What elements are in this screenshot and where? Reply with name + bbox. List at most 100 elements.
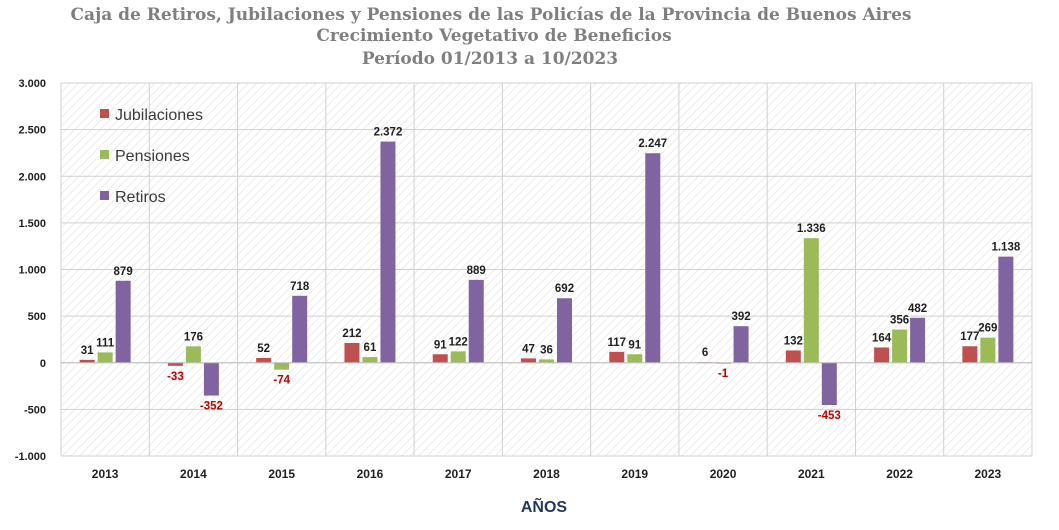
data-label-jubilaciones: 177 <box>960 331 979 343</box>
bar-retiros <box>645 153 661 363</box>
data-label-retiros: -352 <box>200 401 223 413</box>
y-axis-tick-labels: -1.000 -500 0 500 1.000 1.500 2.000 2.500 3.000 <box>15 78 46 463</box>
bar-jubilaciones <box>79 359 95 363</box>
bar-retiros <box>203 362 219 396</box>
data-label-retiros: 2.372 <box>374 127 403 139</box>
legend-label-retiros: Retiros <box>115 189 166 206</box>
bar-retiros <box>115 280 131 363</box>
data-label-pensiones: 61 <box>364 342 377 354</box>
bar-pensiones <box>185 346 201 363</box>
legend-label-pensiones: Pensiones <box>115 148 190 165</box>
data-label-pensiones: 111 <box>96 337 115 349</box>
data-label-retiros: 2.247 <box>638 138 667 150</box>
legend-swatch-retiros <box>100 191 109 200</box>
x-tick-label: 2019 <box>621 467 648 481</box>
data-label-jubilaciones: 132 <box>784 335 803 347</box>
data-label-pensiones: 36 <box>540 344 553 356</box>
data-label-retiros: 482 <box>908 303 927 315</box>
bar-retiros <box>910 317 926 363</box>
bar-jubilaciones <box>874 347 890 363</box>
x-tick-label: 2015 <box>268 467 295 481</box>
data-label-pensiones: -74 <box>273 375 290 387</box>
y-tick-label: 0 <box>40 358 46 370</box>
y-tick-label: 2.500 <box>18 125 46 137</box>
bar-retiros <box>733 326 749 363</box>
legend-swatch-pensiones <box>100 150 109 159</box>
x-tick-label: 2022 <box>886 467 913 481</box>
data-label-retiros: 392 <box>731 311 750 323</box>
y-tick-label: 1.500 <box>18 218 46 230</box>
x-axis-tick-labels: 2013 2014 2015 2016 2017 2018 2019 2020 2021 2022… <box>92 467 1002 481</box>
data-label-retiros: 718 <box>290 281 310 293</box>
bar-pensiones <box>274 362 290 370</box>
bar-pensiones <box>539 359 554 363</box>
data-label-pensiones: 122 <box>449 336 468 348</box>
chart-title-line-2: Crecimiento Vegetativo de Beneficios <box>316 26 671 46</box>
data-label-retiros: 692 <box>555 283 574 295</box>
data-label-pensiones: 269 <box>978 323 997 335</box>
bar-pensiones <box>892 329 908 363</box>
bar-jubilaciones <box>167 362 183 366</box>
y-tick-label: 2.000 <box>18 171 46 183</box>
y-tick-label: 3.000 <box>18 78 46 90</box>
data-label-jubilaciones: 164 <box>872 332 892 344</box>
x-tick-label: 2013 <box>92 467 119 481</box>
bar-pensiones <box>627 354 643 363</box>
bar-pensiones <box>362 357 378 363</box>
bar-retiros <box>998 256 1014 363</box>
bar-jubilaciones <box>432 354 448 363</box>
data-label-jubilaciones: 117 <box>607 337 626 349</box>
data-label-pensiones: 1.336 <box>797 223 826 235</box>
data-label-pensiones: 356 <box>890 315 909 327</box>
bar-retiros <box>380 141 396 363</box>
bar-jubilaciones <box>962 346 978 363</box>
x-tick-label: 2014 <box>180 467 207 481</box>
bar-pensiones <box>450 351 466 363</box>
bar-jubilaciones <box>256 357 272 363</box>
x-tick-label: 2020 <box>710 467 737 481</box>
data-label-pensiones: 91 <box>628 339 641 351</box>
bar-retiros <box>468 279 484 363</box>
bar-retiros <box>821 362 837 405</box>
y-tick-label: -500 <box>24 404 46 416</box>
y-tick-label: -1.000 <box>15 451 46 463</box>
bars <box>79 141 1014 405</box>
chart-title-line-1: Caja de Retiros, Jubilaciones y Pensione… <box>71 5 912 25</box>
bar-pensiones <box>97 352 113 363</box>
bar-jubilaciones <box>344 342 360 363</box>
x-tick-label: 2018 <box>533 467 560 481</box>
data-label-retiros: 1.138 <box>991 242 1020 254</box>
legend-label-jubilaciones: Jubilaciones <box>115 107 203 124</box>
data-label-jubilaciones: 212 <box>342 328 361 340</box>
data-label-jubilaciones: -33 <box>167 371 184 383</box>
bar-jubilaciones <box>521 358 536 363</box>
data-label-pensiones: -1 <box>718 368 729 380</box>
legend: Jubilaciones Pensiones Retiros <box>100 107 203 206</box>
data-label-jubilaciones: 52 <box>257 343 270 355</box>
y-tick-label: 500 <box>28 311 46 323</box>
bar-retiros <box>557 298 572 363</box>
data-label-retiros: -453 <box>818 410 841 422</box>
bar-jubilaciones <box>609 351 625 363</box>
bar-pensiones <box>803 238 819 363</box>
bar-jubilaciones <box>785 350 801 363</box>
data-label-jubilaciones: 91 <box>434 339 447 351</box>
x-tick-label: 2017 <box>445 467 472 481</box>
data-label-retiros: 889 <box>467 265 486 277</box>
chart-title: Caja de Retiros, Jubilaciones y Pensione… <box>71 5 912 69</box>
y-tick-label: 1.000 <box>18 265 46 277</box>
legend-swatch-jubilaciones <box>100 109 109 118</box>
chart-title-line-3: Período 01/2013 a 10/2023 <box>362 49 618 69</box>
x-tick-label: 2023 <box>975 467 1002 481</box>
data-label-jubilaciones: 6 <box>702 347 708 359</box>
x-axis-title: AÑOS <box>521 496 568 516</box>
data-label-jubilaciones: 47 <box>522 343 535 355</box>
data-label-pensiones: 176 <box>184 331 203 343</box>
bar-pensiones <box>980 337 996 363</box>
x-tick-label: 2021 <box>798 467 825 481</box>
data-label-retiros: 879 <box>114 266 133 278</box>
data-label-jubilaciones: 31 <box>81 345 94 357</box>
bar-retiros <box>292 295 308 363</box>
